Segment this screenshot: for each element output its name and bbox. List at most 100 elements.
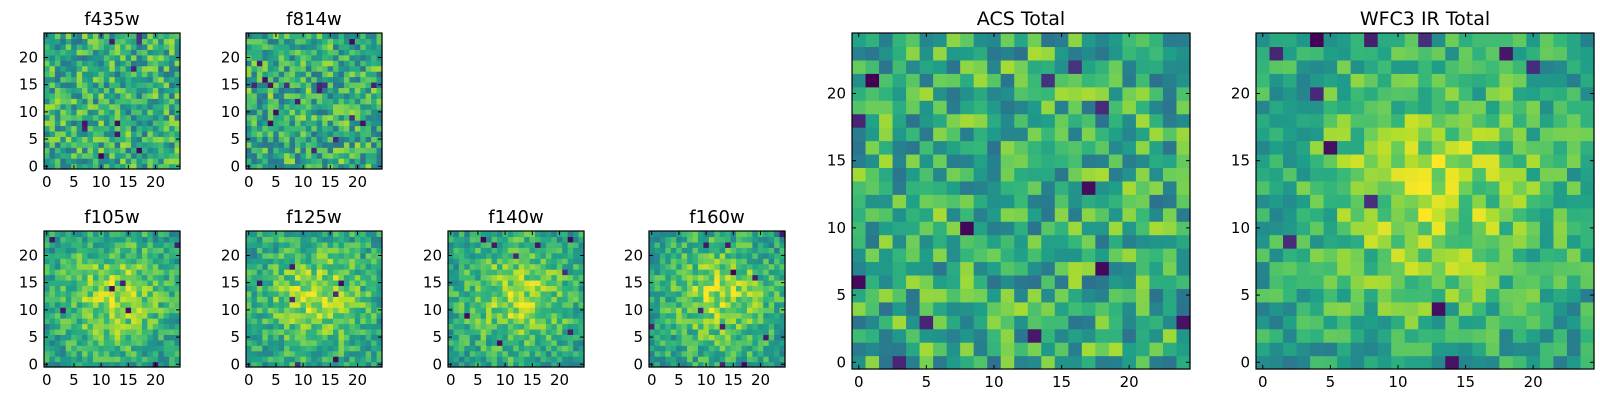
heatmap-cell [152,318,159,325]
heatmap-cell [556,279,563,286]
heatmap-cell [284,125,291,132]
heatmap-cell [152,147,159,154]
heatmap-cell [496,334,503,341]
heatmap-cell [973,153,988,168]
heatmap-cell [649,290,656,297]
heatmap-cell [906,180,921,195]
heatmap-cell [960,355,975,370]
heatmap-cell [169,136,176,143]
heatmap-cell [267,60,274,67]
heatmap-cell [360,76,367,83]
heatmap-cell [65,279,72,286]
heatmap-cell [486,339,493,346]
heatmap-cell [92,38,99,45]
heatmap-cell [469,339,476,346]
heatmap-cell [687,279,694,286]
heatmap-cell [448,296,455,303]
heatmap-cell [1404,261,1419,276]
heatmap-cell [1350,342,1365,357]
heatmap-cell [284,247,291,254]
heatmap-cell [311,318,318,325]
heatmap-cell [103,290,110,297]
heatmap-cell [719,323,726,330]
heatmap-cell [475,350,482,357]
heatmap-cell [82,109,89,116]
heatmap-cell [1176,288,1191,303]
heatmap-cell [54,76,61,83]
heatmap-cell [725,290,732,297]
heatmap-cell [71,236,78,243]
heatmap-cell [360,33,367,40]
heatmap-cell [98,339,105,346]
heatmap-cell [49,258,56,265]
heatmap-cell [469,350,476,357]
heatmap-cell [1485,328,1500,343]
heatmap-cell [65,258,72,265]
heatmap-cell [169,252,176,259]
heatmap-cell [365,279,372,286]
heatmap-cell [284,158,291,165]
heatmap-cell [752,339,759,346]
heatmap-cell [919,355,934,370]
heatmap-cell [987,207,1002,222]
heatmap-cell [1014,248,1029,263]
heatmap-cell [174,301,181,308]
heatmap-cell [464,301,471,308]
heatmap-cell [725,361,732,368]
heatmap-cell [262,49,269,56]
heatmap-cell [719,301,726,308]
heatmap-cell [338,109,345,116]
heatmap-cell [946,59,961,74]
heatmap-cell [49,163,56,170]
heatmap-cell [1108,355,1123,370]
heatmap-cell [1041,342,1056,357]
heatmap-cell [316,296,323,303]
heatmap-cell [114,356,121,363]
heatmap-cell [71,252,78,259]
heatmap-cell [1553,328,1568,343]
heatmap-cell [92,252,99,259]
heatmap-cell [92,141,99,148]
heatmap-cell [1054,234,1069,249]
heatmap-cell [125,109,132,116]
heatmap-cell [719,296,726,303]
heatmap-cell [333,98,340,105]
heatmap-cell [752,334,759,341]
heatmap-cell [152,92,159,99]
heatmap-cell [354,301,361,308]
heatmap-cell [284,141,291,148]
heatmap-cell [573,296,580,303]
heatmap-cell [163,247,170,254]
heatmap-cell [152,43,159,50]
heatmap-cell [256,54,263,61]
heatmap-cell [376,301,383,308]
heatmap-cell [141,339,148,346]
heatmap-cell [1404,328,1419,343]
heatmap-cell [1566,315,1582,330]
heatmap-cell [284,163,291,170]
heatmap-cell [338,81,345,88]
heatmap-cell [1081,221,1096,236]
heatmap-cell [746,290,753,297]
heatmap-cell [278,76,285,83]
heatmap-cell [158,334,165,341]
heatmap-cell [670,301,677,308]
heatmap-cell [1000,153,1015,168]
heatmap-cell [687,269,694,276]
heatmap-cell [1269,342,1284,357]
heatmap-cell [1377,167,1392,182]
heatmap-cell [71,301,78,308]
heatmap-cell [322,163,329,170]
heatmap-cell [1377,234,1392,249]
heatmap-cell [256,279,263,286]
heatmap-cell [54,356,61,363]
heatmap-cell [273,279,280,286]
heatmap-cell [774,247,781,254]
heatmap-cell [256,147,263,154]
heatmap-cell [1135,342,1151,357]
heatmap-cell [163,136,170,143]
heatmap-cell [163,301,170,308]
heatmap-cell [158,65,165,72]
heatmap-cell [114,307,121,314]
